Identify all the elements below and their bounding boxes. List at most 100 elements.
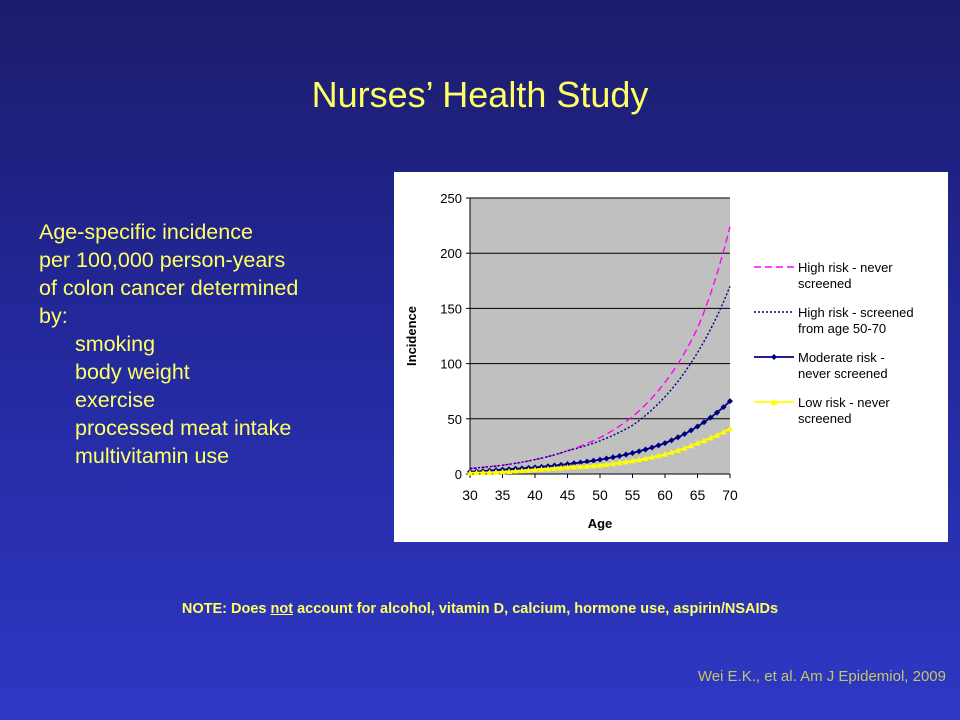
series-marker [714, 409, 720, 416]
series-line [469, 226, 731, 470]
series-marker [707, 414, 714, 421]
series-marker [700, 437, 708, 444]
series-marker [688, 427, 694, 434]
series-marker [622, 458, 630, 465]
series-marker [662, 440, 668, 447]
series-marker [687, 442, 695, 449]
series-marker [590, 462, 597, 469]
risk-factor-item: processed meat intake [75, 416, 292, 440]
legend-marker [770, 398, 778, 405]
description-intro-line: per 100,000 person-years [39, 248, 286, 272]
description-intro-line: Age-specific incidence [39, 220, 253, 244]
y-axis-title: Incidence [404, 306, 419, 366]
x-tick-label: 45 [560, 487, 576, 503]
x-tick-label: 65 [690, 487, 706, 503]
series-marker [466, 469, 474, 476]
y-tick-label: 100 [440, 357, 462, 372]
series-marker [720, 404, 727, 411]
series-marker [726, 425, 734, 432]
series-marker [635, 456, 643, 463]
series-marker [629, 457, 636, 464]
series-line [469, 286, 731, 470]
series-marker [636, 448, 642, 455]
series-marker [616, 459, 623, 466]
series-marker [479, 469, 487, 476]
series-marker [577, 463, 584, 470]
series-marker [694, 439, 701, 446]
series-marker [707, 434, 714, 441]
series-marker [655, 452, 662, 459]
series-marker [577, 459, 584, 466]
series-marker [629, 450, 636, 457]
series-marker [570, 463, 578, 470]
series-marker [694, 423, 701, 430]
series-marker [564, 461, 571, 468]
series-marker [616, 452, 623, 459]
y-tick-label: 50 [448, 412, 462, 427]
legend-label: screened [798, 411, 851, 426]
note-suffix: account for alcohol, vitamin D, calcium,… [293, 601, 779, 617]
note-text: NOTE: Does not account for alcohol, vita… [0, 601, 960, 617]
x-axis-title: Age [588, 516, 613, 531]
series-marker [727, 398, 733, 405]
series-marker [590, 457, 597, 464]
series-marker [675, 434, 681, 441]
series-marker [492, 468, 500, 475]
series-marker [648, 453, 656, 460]
series-marker [597, 456, 603, 463]
series-marker [518, 467, 526, 474]
series-marker [557, 464, 565, 471]
series-marker [668, 449, 675, 455]
series-marker [623, 451, 629, 458]
citation: Wei E.K., et al. Am J Epidemiol, 2009 [697, 668, 946, 685]
incidence-chart: 0 50 100 150 200 250 30 35 40 45 50 55 60 65 70 Age Inci… [404, 191, 914, 531]
incidence-chart-panel: 0 50 100 150 200 250 30 35 40 45 50 55 60 65 70 Age Inci… [394, 172, 948, 542]
legend-label: screened [798, 276, 851, 291]
plot-area [470, 198, 730, 474]
series-marker [649, 444, 655, 451]
series-marker [583, 462, 591, 469]
y-tick-label: 250 [440, 191, 462, 206]
series-marker [551, 465, 558, 471]
description-block: Age-specific incidence per 100,000 perso… [39, 218, 379, 470]
series-marker [486, 469, 493, 475]
y-tick-label: 150 [440, 301, 462, 316]
series-marker [668, 437, 675, 444]
series-marker [609, 460, 617, 467]
series-marker [713, 431, 721, 438]
risk-factor-item: smoking [75, 332, 156, 356]
y-tick-label: 0 [455, 467, 462, 482]
x-tick-label: 60 [657, 487, 673, 503]
description-intro-line: by: [39, 304, 68, 328]
series-marker [473, 469, 480, 476]
series-marker [544, 465, 552, 472]
series-marker [681, 444, 688, 451]
series-marker [603, 455, 610, 462]
risk-factor-item: exercise [75, 388, 156, 412]
series-marker [564, 464, 571, 470]
x-tick-label: 40 [527, 487, 543, 503]
series-marker [596, 461, 604, 468]
legend-label: Moderate risk - [798, 350, 885, 365]
risk-factor-list: smoking body weight exercise processed m… [39, 330, 379, 470]
note-prefix: NOTE: Does [181, 601, 271, 617]
legend-marker [771, 354, 777, 360]
series-marker [512, 467, 519, 474]
series-marker [499, 468, 506, 475]
note-emphasis: not [270, 601, 294, 617]
slide-title: Nurses’ Health Study [311, 74, 649, 115]
legend-label: from age 50-70 [798, 321, 886, 336]
x-tick-label: 30 [462, 487, 478, 503]
legend-label: High risk - screened [798, 305, 914, 320]
series-marker [655, 442, 662, 449]
series-marker [642, 455, 649, 461]
legend-label: High risk - never [798, 260, 893, 275]
series-marker [603, 461, 610, 467]
series-marker [571, 460, 577, 467]
series-marker [661, 450, 669, 457]
x-tick-label: 35 [495, 487, 511, 503]
series-marker [505, 468, 513, 475]
series-marker [584, 458, 590, 465]
risk-factor-item: multivitamin use [75, 444, 230, 468]
series-marker [642, 446, 649, 453]
